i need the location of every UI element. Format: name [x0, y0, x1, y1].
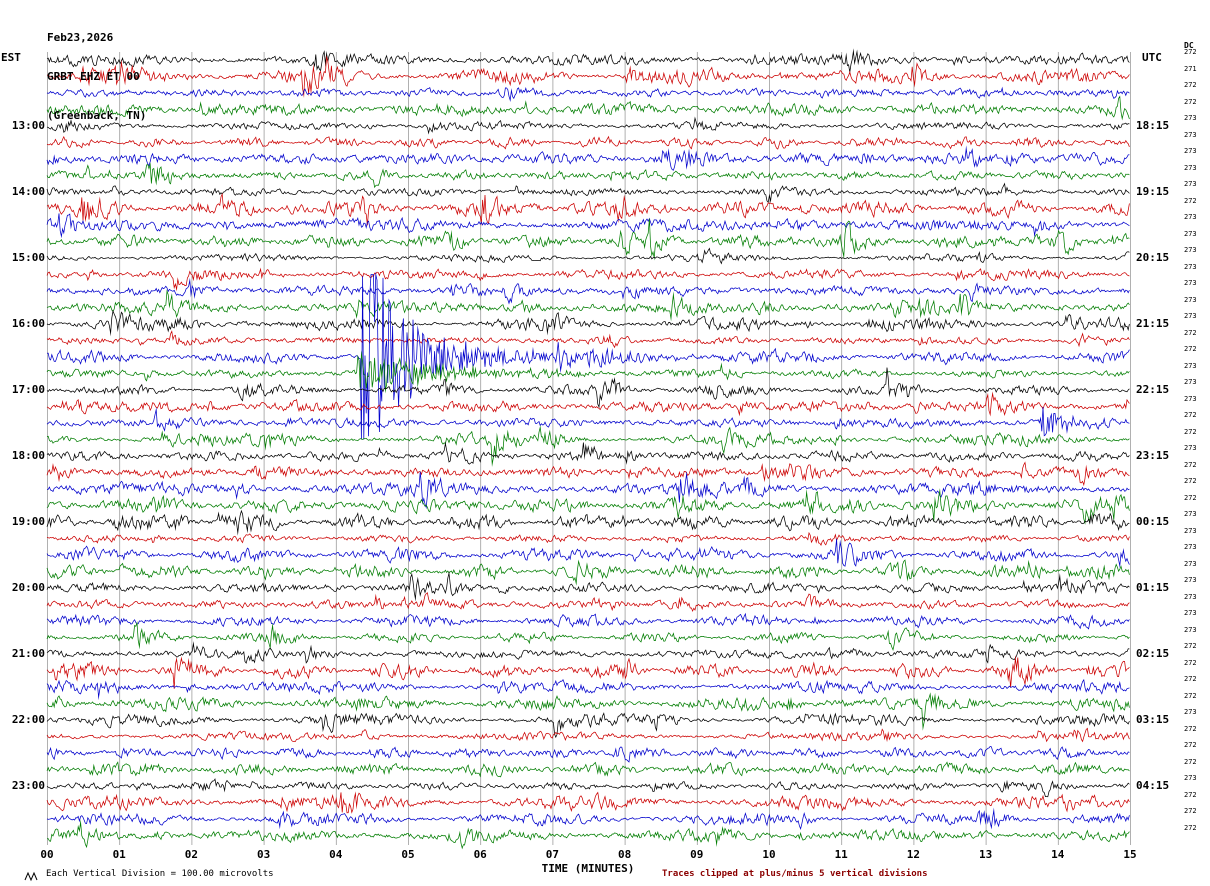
header-date: Feb23,2026: [47, 31, 114, 44]
vertical-division-note: Each Vertical Division = 100.00 microvol…: [46, 869, 274, 879]
header-station: GRBT EHZ ET 00: [47, 70, 140, 83]
utc-axis-label: UTC: [1142, 51, 1162, 64]
est-axis-label: EST: [1, 51, 21, 64]
scale-squiggle-icon: [24, 871, 38, 882]
x-axis-title: TIME (MINUTES): [541, 862, 635, 875]
plot-header: Feb23,2026 GRBT EHZ ET 00 (Greenback, TN…: [47, 5, 146, 135]
header-location: (Greenback, TN): [47, 109, 147, 122]
dc-column-label: DC: [1184, 41, 1194, 50]
clipping-note: Traces clipped at plus/minus 5 vertical …: [662, 869, 928, 879]
